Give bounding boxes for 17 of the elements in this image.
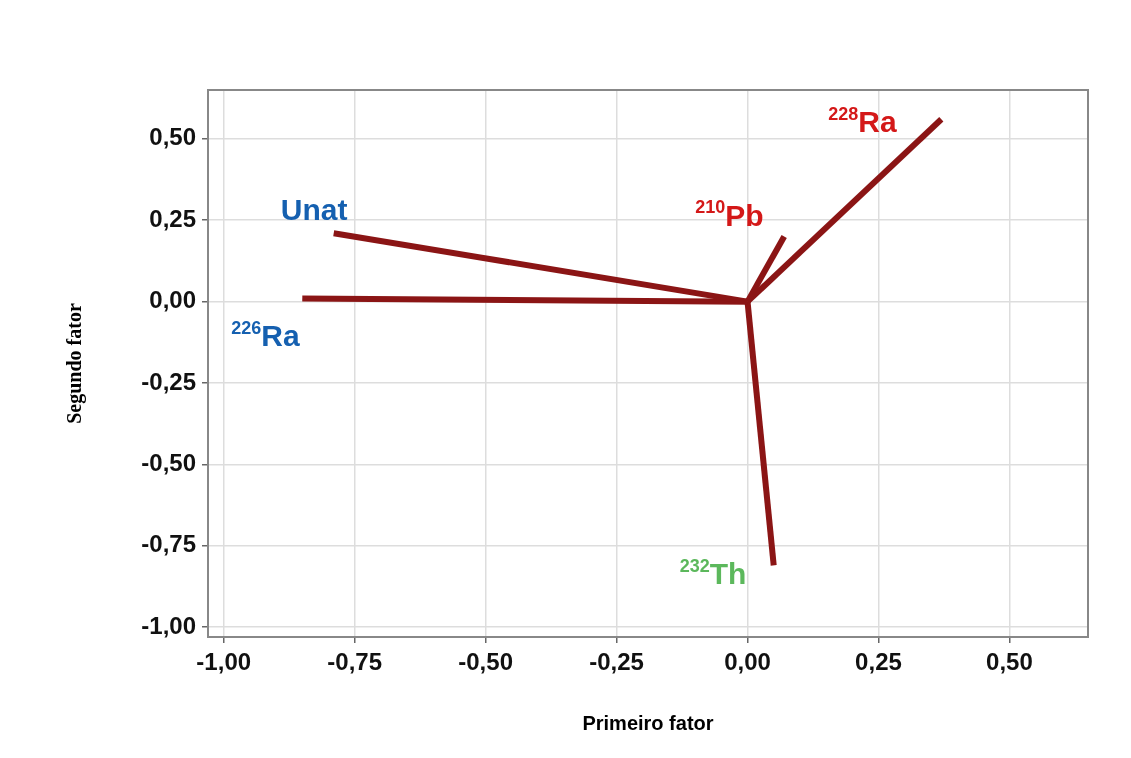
x-tick-label: 0,25 (855, 648, 902, 676)
x-tick-label: 0,00 (724, 648, 771, 676)
y-tick-label: 0,25 (149, 204, 196, 232)
y-axis-title: Segundo fator (63, 303, 87, 424)
x-tick-label: -0,75 (327, 648, 383, 676)
x-tick-label: 0,50 (986, 648, 1033, 676)
x-tick-label: -0,25 (589, 648, 644, 676)
y-tick-label: -0,25 (141, 367, 196, 395)
y-tick-label: 0,50 (149, 123, 196, 151)
y-tick-label: -0,75 (141, 530, 196, 558)
x-tick-label: -1,00 (196, 648, 252, 676)
series-label: Unat (280, 193, 348, 227)
y-tick-label: 0,00 (149, 286, 196, 314)
x-tick-label: -0,50 (458, 648, 513, 676)
y-tick-label: -0,50 (141, 449, 196, 477)
x-axis-title: Primeiro fator (582, 711, 714, 734)
y-tick-label: -1,00 (141, 611, 196, 639)
